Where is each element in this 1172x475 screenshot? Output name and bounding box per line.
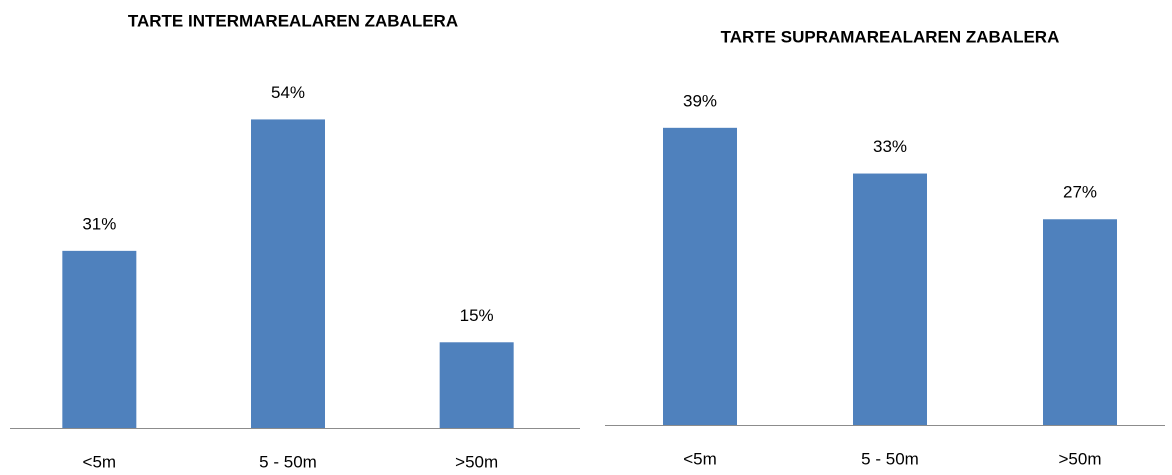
x-tick-label: <5m [683, 449, 717, 468]
data-label: 15% [460, 306, 494, 325]
x-tick-label: 5 - 50m [259, 452, 317, 471]
x-tick-label: >50m [1059, 449, 1102, 468]
x-tick-label: 5 - 50m [861, 449, 919, 468]
data-label: 54% [271, 83, 305, 102]
data-label: 27% [1063, 183, 1097, 202]
x-tick-label: >50m [455, 452, 498, 471]
chart-title: TARTE INTERMAREALAREN ZABALERA [128, 11, 458, 30]
bar [663, 127, 737, 425]
x-tick-label: <5m [83, 452, 117, 471]
data-label: 31% [82, 214, 116, 233]
data-label: 33% [873, 137, 907, 156]
bar [1043, 219, 1117, 425]
bar [62, 250, 137, 428]
data-label: 39% [683, 91, 717, 110]
bar [853, 173, 927, 425]
bar [439, 342, 514, 428]
bar [251, 119, 325, 428]
chart-title: TARTE SUPRAMAREALAREN ZABALERA [721, 27, 1060, 46]
